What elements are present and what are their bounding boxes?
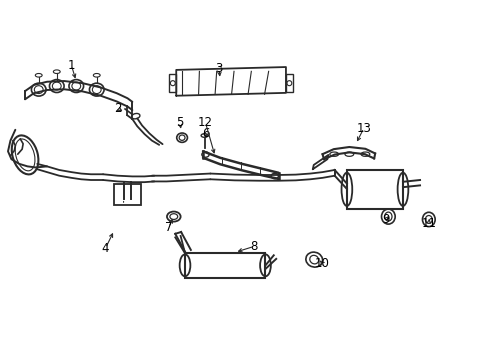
Bar bbox=[114, 184, 141, 205]
Bar bbox=[184, 253, 265, 278]
Text: 10: 10 bbox=[314, 257, 329, 270]
Text: 1: 1 bbox=[67, 59, 75, 72]
Bar bbox=[285, 74, 292, 92]
Bar bbox=[346, 170, 402, 209]
Text: 11: 11 bbox=[421, 216, 435, 230]
Text: 13: 13 bbox=[356, 122, 371, 135]
Text: 5: 5 bbox=[176, 116, 183, 129]
Text: 6: 6 bbox=[202, 127, 209, 140]
Text: 9: 9 bbox=[382, 213, 389, 226]
Bar bbox=[169, 74, 176, 92]
Text: 4: 4 bbox=[102, 242, 109, 255]
Text: 12: 12 bbox=[198, 116, 213, 129]
Text: 8: 8 bbox=[250, 240, 257, 253]
Text: 7: 7 bbox=[165, 221, 172, 234]
Text: 3: 3 bbox=[215, 62, 223, 75]
Text: 2: 2 bbox=[114, 102, 121, 115]
